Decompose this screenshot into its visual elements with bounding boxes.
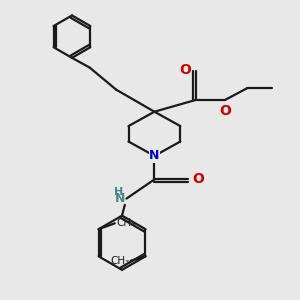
Text: O: O [193, 172, 205, 186]
Text: O: O [219, 104, 231, 118]
Text: O: O [179, 64, 191, 77]
Text: N: N [149, 149, 160, 162]
Text: CH₃: CH₃ [110, 256, 129, 266]
Text: N: N [115, 192, 125, 205]
Text: H: H [114, 187, 124, 197]
Text: CH₃: CH₃ [116, 218, 136, 228]
